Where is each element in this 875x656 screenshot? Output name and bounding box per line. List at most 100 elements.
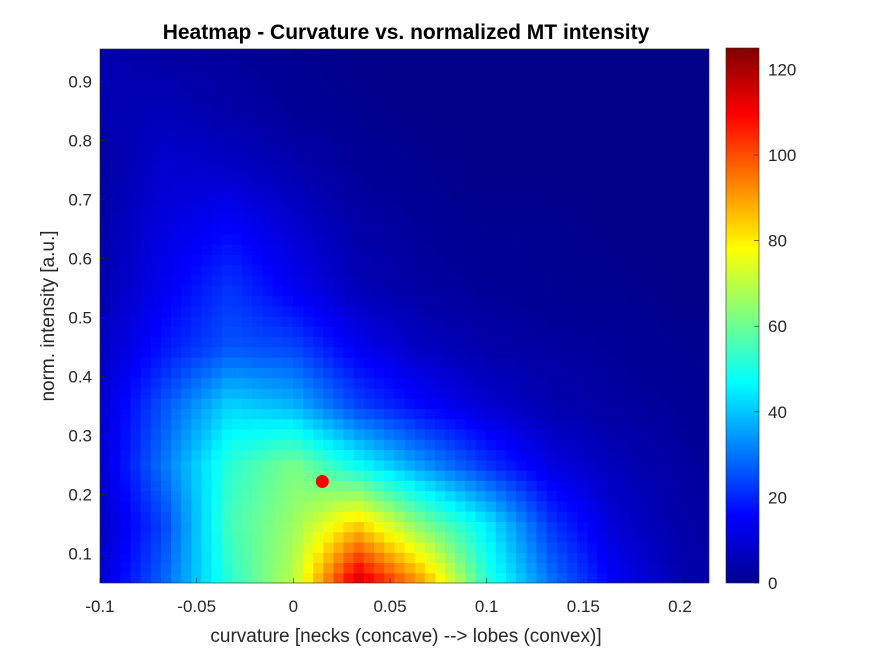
heatmap-cell — [303, 223, 314, 235]
heatmap-cell — [526, 203, 538, 214]
heatmap-cell — [445, 172, 456, 184]
heatmap-cell — [485, 151, 497, 163]
heatmap-cell — [434, 305, 446, 317]
heatmap-cell — [526, 295, 538, 307]
heatmap-cell — [404, 59, 416, 71]
heatmap-cell — [201, 316, 213, 327]
heatmap-cell — [292, 295, 304, 307]
heatmap-cell — [607, 408, 619, 420]
heatmap-cell — [262, 203, 274, 214]
heatmap-cell — [627, 213, 639, 225]
heatmap-cell — [434, 480, 446, 492]
heatmap-cell — [597, 141, 609, 153]
heatmap-cell — [587, 480, 598, 492]
heatmap-cell — [617, 500, 629, 512]
heatmap-cell — [556, 521, 568, 533]
heatmap-cell — [698, 100, 709, 112]
heatmap-cell — [495, 541, 507, 553]
heatmap-cell — [333, 387, 345, 399]
heatmap-cell — [698, 572, 709, 583]
heatmap-cell — [140, 398, 152, 410]
heatmap-cell — [181, 562, 192, 574]
heatmap-cell — [120, 213, 132, 225]
heatmap-cell — [384, 572, 395, 583]
heatmap-cell — [292, 511, 304, 522]
heatmap-cell — [150, 552, 162, 564]
heatmap-cell — [536, 541, 548, 553]
heatmap-cell — [374, 69, 385, 81]
heatmap-cell — [607, 480, 619, 492]
heatmap-cell — [343, 100, 355, 112]
heatmap-cell — [495, 90, 507, 101]
heatmap-cell — [475, 192, 487, 204]
heatmap-cell — [303, 521, 314, 533]
heatmap-cell — [678, 244, 690, 255]
heatmap-cell — [678, 428, 690, 440]
heatmap-cell — [678, 418, 690, 430]
heatmap-cell — [181, 541, 192, 553]
heatmap-cell — [191, 326, 203, 338]
heatmap-cell — [242, 459, 253, 471]
heatmap-cell — [384, 500, 395, 512]
heatmap-cell — [546, 428, 558, 440]
heatmap-cell — [150, 244, 162, 255]
heatmap-cell — [303, 285, 314, 297]
heatmap-cell — [313, 203, 324, 214]
heatmap-cell — [556, 110, 568, 122]
heatmap-cell — [627, 172, 639, 184]
heatmap-cell — [150, 531, 162, 543]
heatmap-cell — [191, 357, 203, 368]
heatmap-cell — [323, 59, 335, 71]
heatmap-cell — [617, 120, 629, 132]
heatmap-cell — [384, 100, 395, 112]
heatmap-cell — [526, 79, 538, 91]
heatmap-cell — [353, 521, 365, 533]
heatmap-cell — [495, 161, 507, 173]
heatmap-cell — [221, 562, 233, 574]
heatmap-cell — [231, 151, 243, 163]
heatmap-cell — [384, 90, 395, 101]
heatmap-cell — [597, 562, 609, 574]
heatmap-cell — [282, 100, 294, 112]
heatmap-cell — [607, 90, 619, 101]
heatmap-cell — [566, 161, 578, 173]
heatmap-cell — [465, 100, 477, 112]
heatmap-cell — [495, 562, 507, 574]
heatmap-cell — [292, 110, 304, 122]
heatmap-cell — [333, 541, 345, 553]
heatmap-cell — [485, 141, 497, 153]
heatmap-cell — [191, 490, 203, 502]
heatmap-cell — [455, 151, 466, 163]
heatmap-cell — [465, 110, 477, 122]
heatmap-cell — [434, 562, 446, 574]
heatmap-cell — [282, 49, 294, 60]
heatmap-cell — [130, 439, 142, 451]
heatmap-cell — [698, 110, 709, 122]
heatmap-cell — [577, 90, 588, 101]
heatmap-cell — [394, 244, 406, 255]
heatmap-cell — [272, 233, 284, 245]
heatmap-cell — [201, 470, 213, 481]
heatmap-cell — [637, 203, 649, 214]
heatmap-cell — [110, 470, 121, 481]
heatmap-cell — [506, 500, 517, 512]
heatmap-cell — [262, 326, 274, 338]
heatmap-cell — [201, 459, 213, 471]
heatmap-cell — [698, 428, 709, 440]
heatmap-cell — [150, 418, 162, 430]
heatmap-cell — [363, 326, 375, 338]
heatmap-cell — [536, 398, 548, 410]
heatmap-cell — [140, 151, 152, 163]
heatmap-cell — [617, 572, 629, 583]
heatmap-cell — [658, 264, 669, 276]
heatmap-cell — [201, 511, 213, 522]
heatmap-cell — [150, 305, 162, 317]
heatmap-cell — [465, 357, 477, 368]
heatmap-cell — [201, 346, 213, 358]
heatmap-cell — [353, 470, 365, 481]
heatmap-cell — [627, 274, 639, 286]
heatmap-cell — [110, 480, 121, 492]
heatmap-cell — [384, 326, 395, 338]
heatmap-cell — [556, 131, 568, 143]
heatmap-cell — [130, 100, 142, 112]
